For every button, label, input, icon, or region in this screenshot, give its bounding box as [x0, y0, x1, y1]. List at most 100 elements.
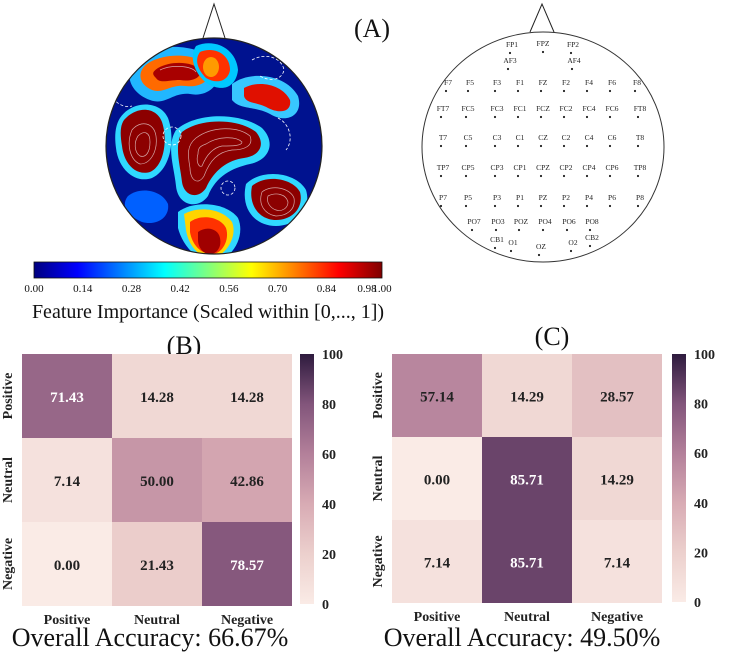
cell-value: 50.00	[140, 474, 174, 490]
electrode-label: C4	[585, 133, 594, 142]
electrode-label: PO8	[585, 217, 599, 226]
panel-c-title: (C)	[535, 322, 570, 351]
electrode-dot	[636, 204, 640, 208]
electrode-dot	[516, 204, 520, 208]
electrode-dot	[636, 174, 640, 178]
colorbar-tick: 0.98	[357, 283, 377, 295]
electrode-label: C1	[516, 133, 525, 142]
row-label: Positive	[371, 372, 386, 419]
electrode-label: P4	[585, 193, 593, 202]
row-label: Neutral	[1, 457, 16, 503]
electrode-dot	[585, 144, 589, 148]
nose-right	[529, 2, 555, 33]
heatmap-cell	[202, 354, 292, 438]
electrode-dot	[464, 115, 468, 119]
panel-c: (C) 57.14 14.29 28.57 0.00 85.71 14.29 7.14 85.…	[371, 322, 715, 652]
electrode-dot	[464, 204, 468, 208]
electrode-dot	[585, 204, 589, 208]
electrode-dot	[539, 174, 543, 178]
colorbar-tick: 80	[322, 398, 336, 413]
heatmap-cell	[112, 522, 202, 606]
electrode-label: CPZ	[536, 163, 550, 172]
heatmap-cell	[482, 520, 572, 603]
electrode-label: CP4	[583, 163, 596, 172]
electrode-label: P5	[464, 193, 472, 202]
col-label: Negative	[591, 610, 643, 625]
colorbar-tick: 100	[694, 348, 715, 363]
colorbar-tick: 0.70	[268, 283, 288, 295]
colorbar-tick: 0.42	[171, 283, 190, 295]
electrode-label: P6	[608, 193, 616, 202]
electrode-label: F7	[444, 78, 452, 87]
electrode-label: CP6	[606, 163, 619, 172]
cell-value: 14.28	[140, 390, 174, 406]
electrode-dot	[541, 228, 545, 232]
electrode-dot	[608, 174, 612, 178]
electrode-dot	[539, 204, 543, 208]
row-label: Neutral	[371, 455, 386, 501]
electrode-label: F6	[608, 78, 616, 87]
electrode-dot	[506, 67, 510, 71]
colorbar-tick: 1.00	[372, 283, 392, 295]
electrode-label: FC1	[514, 104, 527, 113]
heatmap-cell	[392, 520, 482, 603]
cell-value: 0.00	[54, 558, 80, 574]
electrode-dot	[464, 144, 468, 148]
electrode-dot	[470, 228, 474, 232]
electrode-label: FT7	[437, 104, 450, 113]
electrode-label: P3	[493, 193, 501, 202]
electrode-label: T8	[636, 133, 645, 142]
heatmap-cell	[112, 438, 202, 522]
electrode-dot	[508, 51, 512, 55]
electrode-dot	[636, 115, 640, 119]
electrode-label: POZ	[514, 217, 529, 226]
electrode-label: FC6	[606, 104, 619, 113]
cell-value: 28.57	[600, 390, 634, 406]
electrode-dot	[516, 144, 520, 148]
electrode-label: P7	[439, 193, 447, 202]
jet-colorbar-gradient	[33, 261, 383, 279]
electrode-dot	[569, 51, 573, 55]
electrode-label: CP2	[560, 163, 573, 172]
colorbar-tick: 100	[322, 348, 343, 363]
electrode-dot	[588, 244, 592, 248]
electrode-label: FP1	[506, 40, 518, 49]
electrode-label: FPZ	[537, 39, 550, 48]
cell-value: 14.28	[230, 390, 264, 406]
heatmap-cell	[572, 520, 662, 603]
electrode-label: F3	[493, 78, 501, 87]
electrode-label: FC5	[462, 104, 475, 113]
electrode-label: TP8	[634, 163, 647, 172]
panel-b: (B) 71.43 14.28 14.287.14 50.00 42.860.00 21.…	[1, 331, 343, 652]
electrode-label: TP7	[437, 163, 450, 172]
cell-value: 42.86	[230, 474, 264, 490]
electrode-label: P1	[516, 193, 524, 202]
panel-b-colorbar: 100 80 60 40 20 0	[300, 348, 343, 613]
heatmap-cell	[112, 354, 202, 438]
electrode-label: FP2	[567, 40, 579, 49]
electrode-label: PO3	[491, 217, 505, 226]
electrode-label: FZ	[539, 78, 548, 87]
electrode-dot	[608, 89, 612, 93]
colorbar-tick: 0.28	[122, 283, 142, 295]
heatmap-cell	[22, 438, 112, 522]
heatmap-cell	[22, 522, 112, 606]
electrode-label: FC4	[583, 104, 596, 113]
electrode-dot	[569, 249, 573, 253]
panel-c-caption: Overall Accuracy: 49.50%	[384, 623, 661, 652]
colorbar-tick: 40	[322, 498, 336, 513]
electrode-dot	[493, 89, 497, 93]
colorbar-tick: 0	[694, 596, 701, 611]
cell-value: 7.14	[54, 474, 81, 490]
colorbar-label: Feature Importance (Scaled within [0,...…	[32, 301, 384, 323]
panel-a-label: (A)	[354, 14, 390, 43]
cell-value: 7.14	[424, 556, 451, 572]
electrode-label: FC2	[560, 104, 573, 113]
electrode-dot	[493, 174, 497, 178]
colorbar-tick: 0.14	[73, 283, 93, 295]
heatmap-cell	[572, 437, 662, 520]
electrode-label: C2	[562, 133, 571, 142]
electrode-dot	[636, 144, 640, 148]
cell-value: 14.29	[600, 473, 634, 489]
electrode-dot	[608, 144, 612, 148]
